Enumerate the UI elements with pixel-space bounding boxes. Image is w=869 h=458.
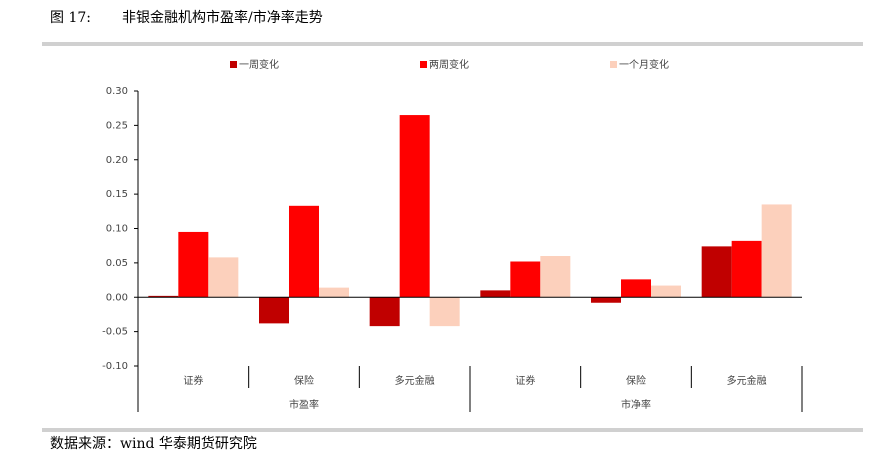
bar [591,297,621,303]
x-tick-label: 多元金融 [727,374,767,387]
figure-label: 图 17: [50,10,91,26]
bar [510,261,541,298]
bar [761,204,792,298]
bar [369,297,400,327]
y-tick-label: 0.10 [106,224,128,235]
x-tick-label: 保险 [626,374,646,387]
bar [289,205,319,298]
x-tick-label: 多元金融 [395,374,435,387]
y-tick-label: -0.05 [102,327,128,338]
bar [208,257,239,298]
y-tick-label: 0.20 [106,155,128,166]
bar [148,295,179,298]
x-tick-label: 保险 [294,374,314,387]
bar [178,231,209,298]
bar [540,256,571,298]
top-rule [42,42,863,46]
legend-label: 一个月变化 [619,58,669,71]
x-tick-label: 证券 [183,374,203,387]
y-tick-label: 0.30 [106,86,128,97]
y-tick-label: 0.00 [106,292,128,303]
bar [429,297,460,327]
bar [621,279,651,298]
source: 数据来源：wind 华泰期货研究院 [50,435,257,452]
bar [480,290,511,298]
legend-swatch [420,61,427,68]
bar [651,285,681,298]
bar [701,246,732,298]
y-tick-label: -0.10 [102,361,128,372]
legend-label: 两周变化 [429,58,469,71]
bar [259,297,289,324]
group-label: 市盈率 [289,398,319,411]
group-label: 市净率 [621,398,651,411]
y-tick-label: 0.25 [106,120,128,131]
bar [319,287,349,298]
y-tick-label: 0.05 [106,258,128,269]
bar [399,115,430,298]
bottom-rule [42,428,863,432]
legend-swatch [230,61,237,68]
chart-title: 非银金融机构市盈率/市净率走势 [122,9,323,26]
y-tick-label: 0.15 [106,189,128,200]
bar [731,240,762,298]
x-tick-label: 证券 [515,374,535,387]
legend-swatch [610,61,617,68]
legend-label: 一周变化 [239,58,279,71]
